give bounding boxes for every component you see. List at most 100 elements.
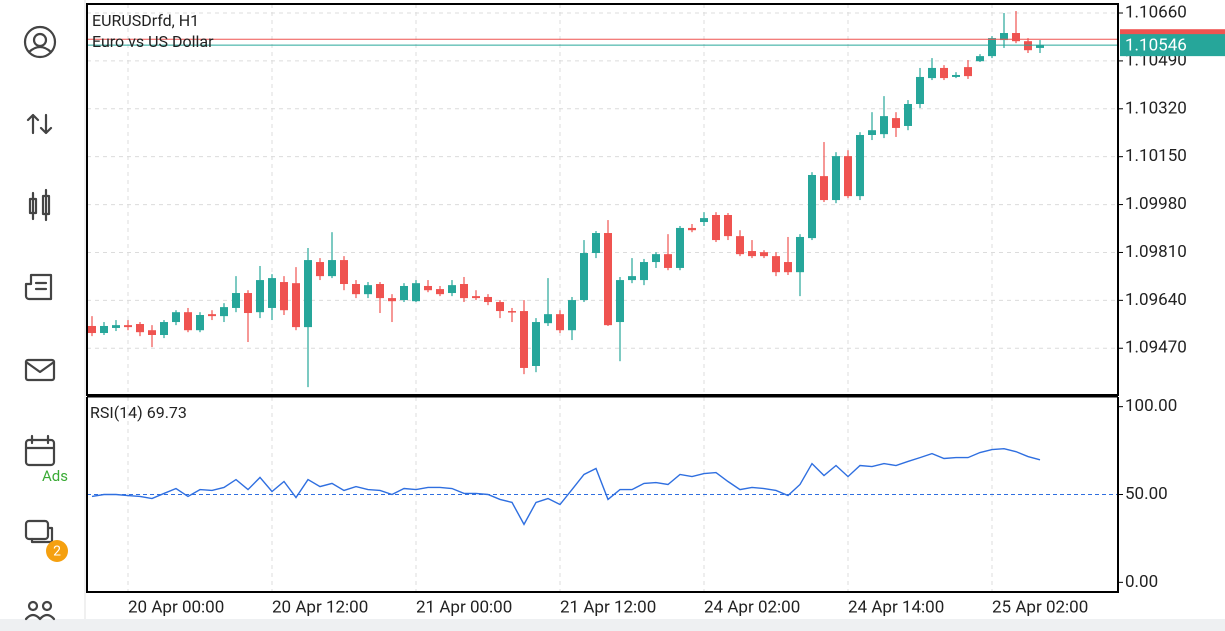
candle-body [892,118,900,128]
candle-body [412,283,420,302]
candle-body [592,233,600,254]
y-tick-label: 1.10150 [1125,146,1187,166]
candle-body [976,56,984,62]
candle-body [868,130,876,135]
y-tick-label: 1.09470 [1125,338,1187,358]
candle-body [208,314,216,317]
candle-body [388,298,396,302]
candle-body [316,262,324,277]
candle-body [136,324,144,333]
ads-label: Ads [42,467,68,485]
candle-body [244,293,252,314]
candle-body [664,254,672,268]
candle-body [820,176,828,201]
candle-body [196,314,204,331]
candle-body [148,330,156,335]
candle-body [964,67,972,77]
candle-body [436,289,444,295]
sidebar: Ads 2 [23,25,68,621]
candle-body [364,285,372,295]
y-tick-label: 1.10320 [1125,98,1187,118]
messages-icon[interactable] [24,358,56,382]
candle-body [760,252,768,257]
x-tick-label: 25 Apr 02:00 [992,597,1088,617]
candle-body [628,276,636,281]
candle-body [928,67,936,79]
badge-count: 2 [53,544,61,560]
bid-price-box [1120,34,1225,57]
symbol-title: EURUSDrfd, H1 [92,11,199,30]
candle-body [688,227,696,231]
candle-body [352,284,360,295]
candle-body [88,325,96,334]
candle-body [844,156,852,197]
calendar-icon[interactable] [24,434,56,467]
candle-body [700,218,708,223]
quotes-icon[interactable] [23,25,57,59]
x-tick-label: 20 Apr 12:00 [272,597,368,617]
candle-body [400,285,408,301]
candle-body [1036,45,1044,48]
candle-body [340,260,348,285]
candle-body [232,293,240,308]
candle-body [304,260,312,328]
community-icon[interactable] [24,600,56,621]
candle-body [832,156,840,201]
candle-body [724,214,732,237]
symbol-description: Euro vs US Dollar [92,32,214,51]
chart-area: 20 Apr 00:00 20 Apr 12:00 21 Apr 00:00 21 A… [87,2,1225,617]
candle-body [460,284,468,299]
chart-icon[interactable] [28,188,51,222]
candle-body [856,134,864,197]
candle-body [940,67,948,79]
candle-body [580,253,588,301]
candle-body [652,254,660,263]
x-tick-label: 21 Apr 00:00 [416,597,512,617]
y-tick-label: 0.00 [1125,572,1158,592]
y-tick-label: 100.00 [1125,396,1177,416]
rsi-frame [86,397,1119,593]
candle-body [880,116,888,135]
candle-body [904,104,912,126]
candle-body [1000,33,1008,41]
candle-body [676,227,684,268]
candle-body [1024,41,1032,51]
rsi-line [91,447,1041,526]
candle-body [508,311,516,313]
y-tick-label: 1.10660 [1125,2,1187,22]
x-tick-label: 20 Apr 00:00 [128,597,224,617]
candle-body [268,278,276,308]
candle-body [712,214,720,241]
candle-body [484,296,492,303]
bid-price-label: 1.10546 [1125,36,1187,56]
bottom-bar [0,619,1225,631]
candle-body [988,38,996,57]
x-tick-label: 21 Apr 12:00 [560,597,656,617]
candle-body [556,314,564,331]
candle-body [1012,33,1020,42]
candle-body [256,280,264,313]
candle-body [184,312,192,331]
candle-body [784,262,792,273]
candle-body [604,233,612,326]
history-icon[interactable] [24,273,53,301]
rsi-title: RSI(14) 69.73 [90,403,187,422]
candle-body [376,284,384,299]
candle-body [328,260,336,277]
candle-body [472,296,480,299]
candle-body [292,283,300,328]
candle-body [124,325,132,328]
y-tick-label: 1.09810 [1125,242,1187,262]
candle-body [448,285,456,294]
candle-body [796,236,804,273]
candle-body [532,322,540,366]
candle-body [772,256,780,273]
candle-body [496,302,504,312]
y-tick-label: 1.09980 [1125,194,1187,214]
badge [46,540,68,562]
trade-icon[interactable] [26,113,53,135]
candle-body [568,300,576,331]
candle-body [808,174,816,239]
